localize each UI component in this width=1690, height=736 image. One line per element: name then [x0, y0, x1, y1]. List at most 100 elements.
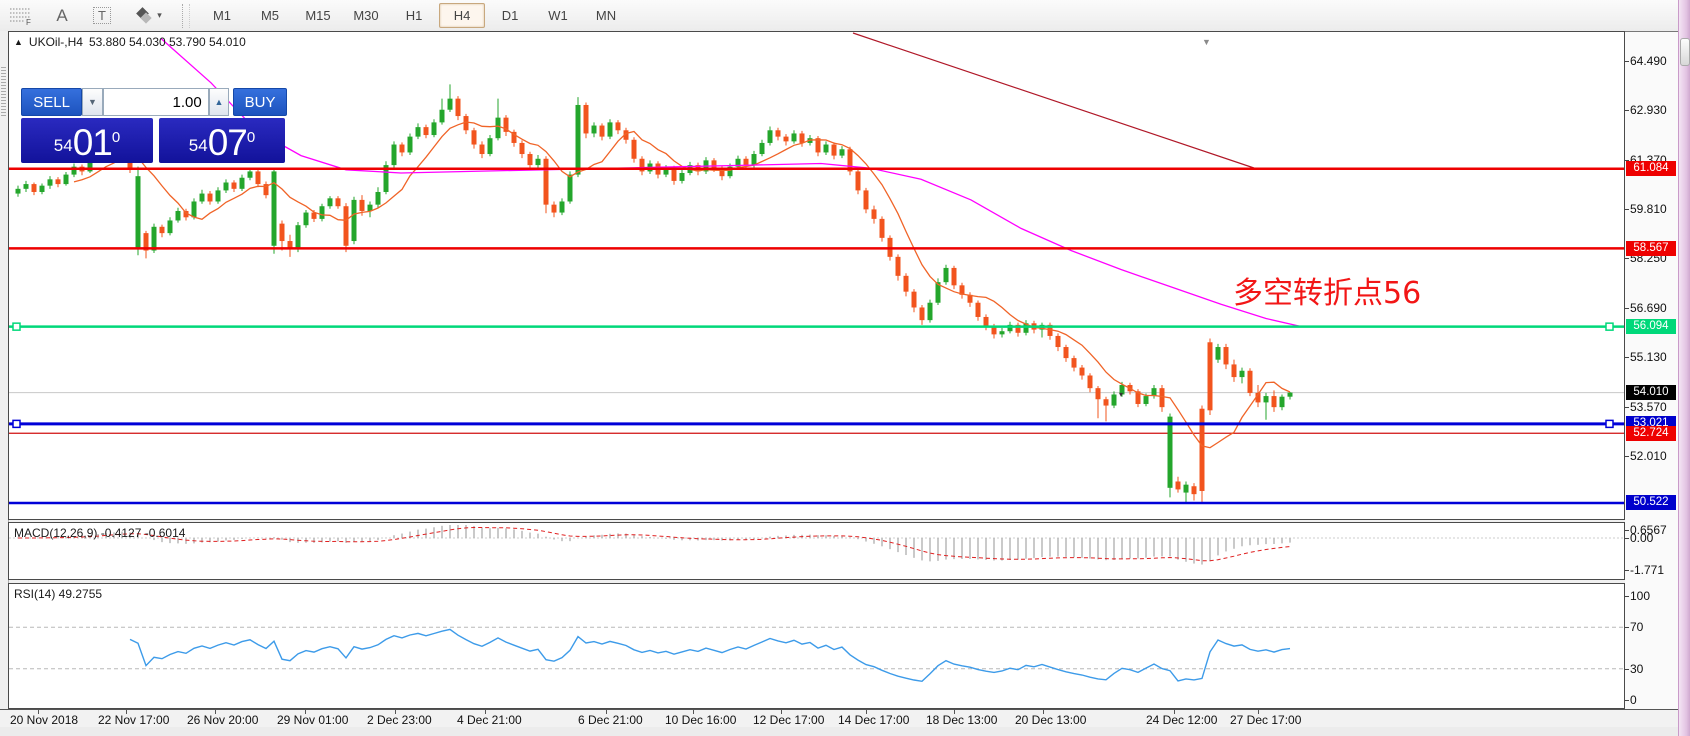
tf-button-d1[interactable]: D1: [501, 8, 519, 23]
time-tick: [305, 710, 306, 714]
scrollbar-thumb[interactable]: [1680, 38, 1690, 66]
macd-axis-label: 0.00: [1630, 531, 1654, 545]
time-tick: [866, 710, 867, 714]
tf-button-m30[interactable]: M30: [353, 8, 379, 23]
time-label: 6 Dec 21:00: [578, 713, 643, 727]
tf-button-m5[interactable]: M5: [260, 8, 280, 23]
time-tick: [781, 710, 782, 714]
buy-price-big: 07: [207, 122, 248, 163]
time-tick: [1258, 710, 1259, 714]
time-label: 27 Dec 17:00: [1230, 713, 1302, 727]
macd-axis-label: -1.771: [1630, 563, 1665, 577]
price-tick-dash: [1625, 357, 1629, 359]
price-tick-label: 52.010: [1630, 448, 1667, 463]
volume-increase-button[interactable]: ▲: [208, 88, 230, 116]
price-badge-54.010: 54.010: [1626, 385, 1676, 401]
indicator-grid-f-icon[interactable]: F: [4, 2, 40, 30]
chart-annotation-text: 多空转折点56: [1233, 276, 1422, 311]
price-tick-label: 59.810: [1630, 202, 1667, 217]
time-label: 12 Dec 17:00: [753, 713, 825, 727]
dock-grip[interactable]: [1, 67, 6, 117]
price-tick-dash: [1625, 406, 1629, 408]
time-label: 26 Nov 20:00: [187, 713, 259, 727]
tf-button-m15[interactable]: M15: [305, 8, 331, 23]
sell-price-big: 01: [72, 122, 113, 163]
one-click-trade-panel: SELL ▼ ▲ BUY 54 01 0 54 07 0: [21, 88, 287, 163]
time-tick: [1174, 710, 1175, 714]
vertical-scrollbar[interactable]: [1678, 0, 1690, 736]
price-chart-panel[interactable]: ▲ UKOil-,H4 53.880 54.030 53.790 54.010 …: [8, 31, 1625, 520]
tf-button-h4-active[interactable]: H4: [439, 3, 485, 28]
tf-button-h1[interactable]: H1: [405, 8, 423, 23]
svg-text:F: F: [26, 18, 31, 26]
rsi-axis-label: 0: [1630, 693, 1637, 707]
price-badge-52.724: 52.724: [1626, 425, 1676, 441]
sell-price-sup: 0: [111, 129, 121, 146]
text-box-icon[interactable]: T: [84, 2, 120, 30]
macd-canvas[interactable]: [9, 523, 1624, 579]
price-badge-50.522: 50.522: [1626, 495, 1676, 511]
time-label: 29 Nov 01:00: [277, 713, 349, 727]
bottom-frame-strip: [0, 727, 1690, 736]
time-tick: [215, 710, 216, 714]
buy-button[interactable]: BUY: [233, 88, 287, 116]
volume-input[interactable]: [102, 88, 209, 116]
tf-button-w1[interactable]: W1: [548, 8, 568, 23]
spin-up-icon: ▲: [214, 97, 224, 107]
time-label: 18 Dec 13:00: [926, 713, 998, 727]
macd-axis-dash: [1625, 538, 1629, 539]
rsi-label: RSI(14) 49.2755: [14, 587, 103, 601]
shapes-icon[interactable]: ▾: [124, 2, 172, 30]
price-tick-label: 56.690: [1630, 300, 1667, 315]
time-tick: [38, 710, 39, 714]
time-axis[interactable]: 20 Nov 2018 22 Nov 17:00 26 Nov 20:00 29 No…: [0, 709, 1678, 728]
rsi-axis-label: 70: [1630, 620, 1644, 634]
price-tick-label: 64.490: [1630, 54, 1667, 68]
buy-price-sup: 0: [246, 129, 256, 146]
price-tick-dash: [1625, 61, 1629, 62]
spin-down-icon: ▼: [87, 97, 97, 107]
time-label: 4 Dec 21:00: [457, 713, 522, 727]
time-tick: [485, 710, 486, 714]
time-tick: [606, 710, 607, 714]
chart-dropdown-icon[interactable]: ▼: [1202, 37, 1211, 47]
price-badge-58.567: 58.567: [1626, 240, 1676, 256]
tf-button-mn[interactable]: MN: [595, 8, 617, 23]
rsi-canvas[interactable]: [9, 584, 1624, 708]
price-axis[interactable]: 64.490 62.930 61.370 59.810 58.250 56.690 55.1…: [1625, 31, 1678, 710]
tf-button-m1[interactable]: M1: [212, 8, 232, 23]
price-tick-dash: [1625, 307, 1629, 309]
sell-quote-box[interactable]: 54 01 0: [21, 118, 153, 163]
macd-label: MACD(12,26,9) -0.4127 -0.6014: [14, 526, 186, 540]
toolbar-separator: [182, 3, 190, 28]
price-tick-label: 62.930: [1630, 103, 1667, 118]
price-badge-61.084: 61.084: [1626, 161, 1676, 177]
price-tick-dash: [1625, 455, 1629, 457]
buy-quote-box[interactable]: 54 07 0: [159, 118, 285, 163]
time-tick: [126, 710, 127, 714]
price-tick-dash: [1625, 209, 1629, 211]
rsi-axis-dash: [1625, 700, 1629, 701]
symbol-header: ▲ UKOil-,H4 53.880 54.030 53.790 54.010: [14, 35, 246, 49]
price-chart-canvas[interactable]: [9, 32, 1624, 519]
rsi-indicator-panel[interactable]: RSI(14) 49.2755: [8, 583, 1625, 709]
volume-decrease-button[interactable]: ▼: [82, 88, 103, 116]
time-tick: [395, 710, 396, 714]
sell-price-base: 54: [53, 136, 73, 155]
price-tick-label: 53.570: [1630, 399, 1667, 414]
symbol-name: UKOil-,H4: [28, 35, 83, 49]
macd-axis-dash: [1625, 530, 1629, 531]
text-label-icon[interactable]: A: [56, 5, 68, 25]
price-badge-56.094: 56.094: [1626, 319, 1676, 335]
sell-button[interactable]: SELL: [21, 88, 83, 116]
macd-indicator-panel[interactable]: MACD(12,26,9) -0.4127 -0.6014: [8, 522, 1625, 580]
time-tick: [954, 710, 955, 714]
tiny-arrow-marker[interactable]: ▾: [1119, 390, 1124, 399]
time-label: 24 Dec 12:00: [1146, 713, 1218, 727]
rsi-axis-dash: [1625, 669, 1629, 670]
time-label: 14 Dec 17:00: [838, 713, 910, 727]
rsi-axis-label: 30: [1630, 662, 1644, 676]
macd-axis-dash: [1625, 570, 1629, 571]
time-tick: [1043, 710, 1044, 714]
